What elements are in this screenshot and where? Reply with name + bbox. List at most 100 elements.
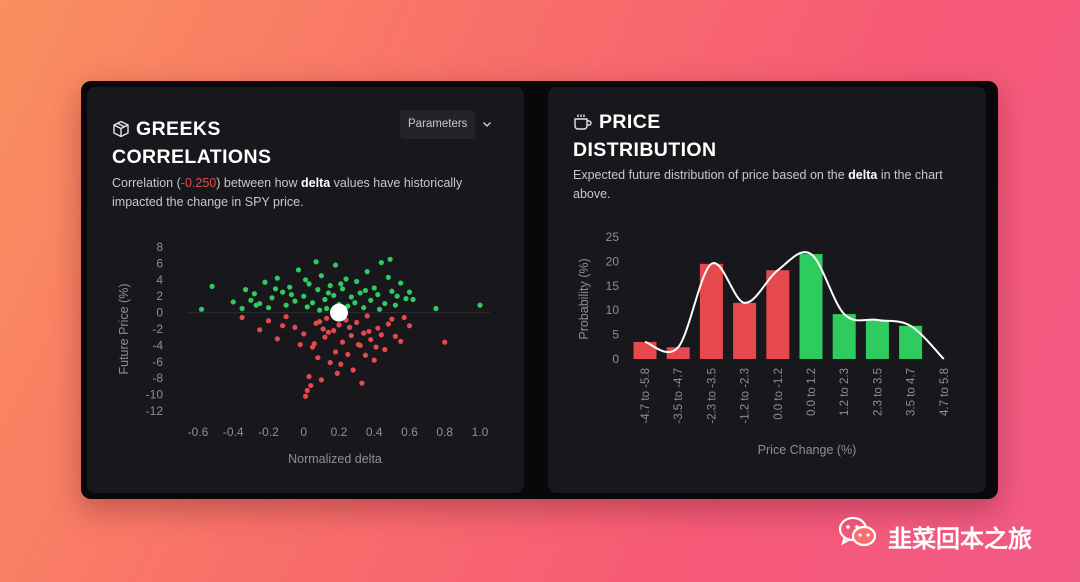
x-tick-label: 0.0 to 1.2 [806,368,818,416]
scatter-point [242,287,249,293]
scatter-point [288,291,295,298]
scatter-point [410,296,416,303]
x-tick-label: 1.2 to 2.3 [839,368,851,416]
desc-text: Expected future distribution of price ba… [573,168,849,182]
bar-chart: 25 20 15 10 5 0 Probability (%) -4.7 to -5.8 -3.… [577,230,951,457]
scatter-point [334,370,340,376]
price-title-line2: DISTRIBUTION [573,139,717,161]
x-tick-label: 3.5 to 4.7 [906,368,918,416]
scatter-point [301,293,307,299]
delta-keyword: delta [301,176,331,190]
scatter-point [403,296,409,302]
desc-text: values have historically impacted the ch… [112,176,463,209]
scatter-point [398,280,404,286]
price-description: Expected future distribution of price ba… [573,166,973,204]
scatter-point [272,286,279,292]
y-tick-label: -2 [152,322,163,336]
y-tick-label: 20 [606,254,620,268]
y-axis-label: Future Price (%) [117,284,131,375]
x-tick-label: -1.2 to -2.3 [740,368,752,424]
scatter-point [338,361,344,367]
scatter-point [302,393,309,399]
scatter-point [361,330,367,336]
scatter-point [313,259,319,265]
x-tick-label: 0.0 to -1.2 [773,368,785,420]
scatter-point [375,291,381,298]
y-tick-label: 4 [156,273,163,287]
scatter-point [283,302,289,308]
x-tick-label: -3.5 to -4.7 [673,368,685,424]
x-axis-label: Normalized delta [288,452,382,466]
scatter-point [352,300,358,306]
scatter-point [406,289,413,295]
y-tick-label: 0 [612,352,619,366]
y-tick-label: -12 [146,404,164,418]
scatter-point [433,305,439,312]
scatter-point [327,360,333,366]
scatter-point [198,306,205,312]
scatter-point [371,357,377,363]
scatter-point [362,287,369,294]
scatter-point [364,269,370,275]
x-tick-label: 0.8 [436,425,453,439]
watermark-text: 韭菜回本之旅 [888,524,1032,553]
y-tick-label: -6 [152,355,163,369]
x-tick-label: 1.0 [472,425,489,439]
greeks-correlations-card: GREEKS CORRELATIONS Parameters Correlati… [87,87,524,493]
scatter-point [269,295,275,301]
scatter-point [292,324,298,330]
scatter-point [373,344,379,350]
watermark: 韭菜回本之旅 [838,516,1032,556]
scatter-point [406,323,413,329]
scatter-point [265,305,272,311]
y-tick-label: 6 [156,256,163,270]
app-window: GREEKS CORRELATIONS Parameters Correlati… [81,81,998,499]
scatter-point [378,259,384,266]
scatter-point [239,305,245,312]
scatter-point [302,277,309,283]
scatter-point [375,325,381,331]
scatter-point [354,319,360,326]
desc-text: in the chart above. [573,168,943,201]
scatter-point [311,341,317,347]
scatter-point [361,305,367,311]
scatter-point [331,292,337,298]
scatter-point [389,288,395,294]
scatter-chart: 8 6 4 2 0 -2 -4 -6 -8 -10 -12 -0.6 -0.4 -0.2 0 0.2 0.4 0.… [117,240,490,466]
scatter-point [324,315,330,321]
distribution-curve [644,251,945,360]
scatter-point [366,328,372,335]
bar [699,263,723,359]
scatter-point [230,299,236,305]
scatter-point [315,355,321,361]
scatter-point [318,377,324,383]
scatter-point [304,387,310,394]
scatter-point [257,327,263,333]
x-axis-label: Price Change (%) [758,443,857,457]
bar [633,341,657,359]
scatter-point [331,328,337,334]
scatter-point [209,283,215,289]
parameters-button[interactable]: Parameters [400,110,476,139]
y-tick-label: -8 [152,371,163,385]
bar [733,302,757,359]
scatter-point [346,324,353,330]
y-axis-label: Probability (%) [577,258,591,339]
scatter-point [362,352,369,358]
scatter-point [287,284,293,290]
desc-text: Correlation ( [112,176,181,190]
scatter-point [338,281,344,287]
scatter-point [368,297,374,303]
x-tick-label: -0.2 [258,425,279,439]
x-tick-label: 0.4 [366,425,383,439]
y-tick-label: 0 [156,306,163,320]
scatter-point [332,349,339,355]
scatter-point [394,293,400,299]
scatter-point [398,338,404,344]
chevron-down-icon[interactable] [480,117,494,131]
scatter-point [315,287,321,293]
price-title: PRICE DISTRIBUTION [573,110,716,163]
y-tick-label: -4 [152,338,163,352]
scatter-point [239,314,245,321]
scatter-point [248,297,254,303]
